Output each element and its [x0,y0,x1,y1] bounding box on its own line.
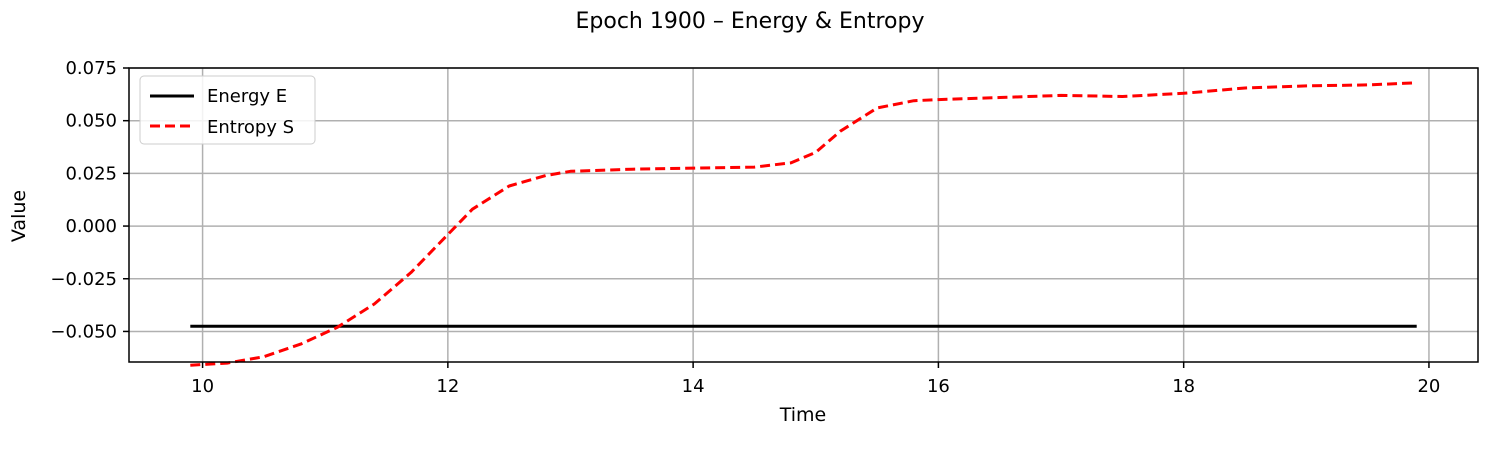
x-tick-label: 12 [436,376,459,397]
legend-label-entropy: Entropy S [207,117,294,138]
ticks: 10 12 14 16 18 20 −0.050 −0.025 0.000 0.025 0.050 0… [50,58,1440,397]
plot-frame [128,67,1479,363]
y-tick-label: −0.025 [50,269,117,290]
x-tick-label: 20 [1417,376,1440,397]
x-tick-label: 10 [191,376,214,397]
chart-title: Epoch 1900 – Energy & Entropy [576,9,925,34]
y-tick-label: 0.075 [65,58,117,79]
x-tick-label: 16 [927,376,950,397]
legend: Energy E Entropy S [139,75,316,145]
series-line-entropy-s [190,81,1417,367]
series-layer [190,81,1417,367]
y-tick-label: 0.000 [65,216,117,237]
legend-label-energy: Energy E [207,86,287,107]
x-axis-label: Time [779,404,827,426]
y-axis-label: Value [8,190,30,242]
grid [129,67,1478,362]
y-tick-label: 0.050 [65,111,117,132]
x-tick-label: 14 [682,376,705,397]
y-tick-label: 0.025 [65,163,117,184]
x-tick-label: 18 [1172,376,1195,397]
y-tick-label: −0.050 [50,321,117,342]
